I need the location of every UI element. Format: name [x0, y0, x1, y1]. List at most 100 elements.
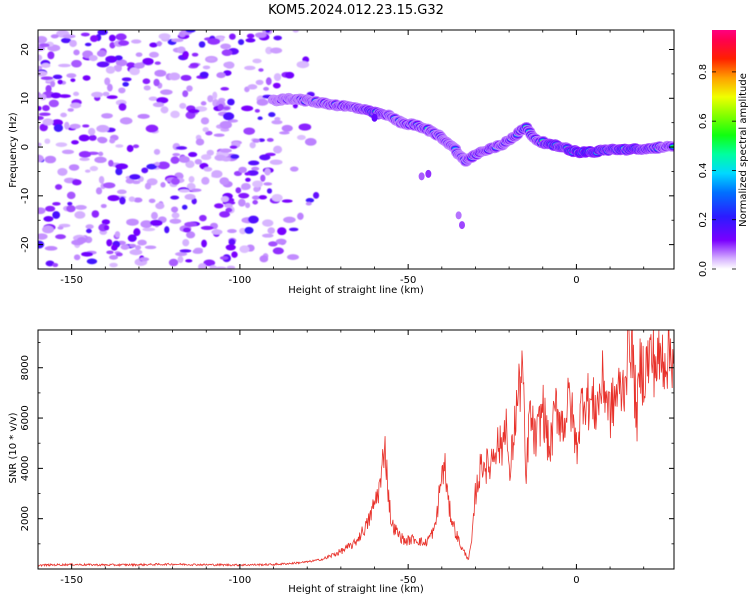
noise-blob: [153, 78, 160, 87]
noise-blob: [81, 251, 94, 257]
faint-feature: [371, 113, 378, 122]
faint-feature: [425, 169, 432, 178]
noise-blob: [258, 195, 268, 200]
noise-blob: [101, 113, 113, 119]
noise-blob: [52, 202, 61, 206]
noise-blob: [247, 215, 259, 224]
noise-blob: [191, 52, 199, 57]
colorbar-tick-label: 0.0: [698, 261, 709, 277]
noise-blob: [191, 188, 202, 192]
noise-blob: [219, 211, 231, 218]
noise-blob: [272, 247, 284, 255]
noise-blob: [114, 231, 121, 238]
noise-blob: [172, 152, 181, 157]
x-tick-label: 0: [573, 275, 579, 286]
noise-blob: [52, 211, 61, 219]
noise-blob: [44, 155, 57, 164]
noise-blob: [82, 75, 91, 81]
noise-blob: [185, 30, 196, 33]
noise-blob: [67, 108, 74, 112]
x-tick-label: -100: [229, 575, 252, 586]
y-tick-label: -10: [20, 188, 31, 204]
heatmap-y-axis-label: Frequency (Hz): [8, 112, 19, 188]
noise-blob: [96, 124, 110, 133]
noise-blob: [249, 141, 256, 149]
noise-blob: [78, 151, 92, 158]
noise-blob: [292, 30, 299, 33]
noise-blob: [304, 137, 317, 146]
noise-blob: [230, 154, 240, 159]
noise-blob: [287, 254, 299, 260]
noise-blob: [263, 86, 270, 91]
noise-blob: [50, 80, 56, 88]
noise-blob: [182, 227, 191, 233]
snr-panel: -150 -100 -50 0 2000 4000 6000 8000 Height of …: [8, 329, 675, 595]
noise-blob: [185, 111, 196, 119]
noise-blob: [69, 123, 81, 129]
noise-blob: [53, 123, 64, 132]
noise-blob: [86, 258, 98, 265]
noise-blob: [156, 97, 169, 104]
noise-blob: [118, 87, 126, 94]
noise-blob: [266, 138, 274, 142]
noise-blob: [252, 138, 260, 143]
noise-blob: [126, 218, 139, 226]
noise-blob: [58, 63, 71, 68]
noise-blob: [252, 180, 263, 188]
noise-blob: [109, 42, 116, 49]
noise-blob: [119, 196, 126, 205]
noise-blob: [223, 112, 235, 121]
noise-blob: [106, 95, 118, 99]
noise-blob: [96, 136, 107, 143]
noise-blob: [108, 34, 116, 42]
noise-blob: [38, 154, 44, 163]
noise-blob: [252, 58, 262, 64]
noise-blob: [245, 177, 251, 182]
y-tick-label: 0: [20, 144, 31, 150]
noise-blob: [107, 83, 113, 92]
noise-blob: [153, 148, 161, 155]
noise-blob: [200, 225, 214, 230]
noise-blob: [202, 65, 211, 70]
noise-blob: [269, 47, 283, 54]
noise-blob: [38, 116, 44, 121]
noise-blob: [117, 40, 130, 46]
noise-blob: [305, 201, 312, 206]
noise-blob: [144, 245, 157, 250]
noise-blob: [73, 254, 81, 261]
y-tick-label: 8000: [20, 355, 31, 380]
heatmap-frame: [37, 29, 675, 270]
noise-blob: [207, 95, 214, 103]
noise-blob: [111, 244, 118, 251]
noise-blob: [84, 169, 91, 173]
noise-blob: [235, 187, 242, 194]
noise-blob: [244, 65, 256, 71]
noise-blob: [45, 205, 56, 212]
heatmap-y-ticks: -20 -10 0 10 20: [20, 43, 674, 270]
noise-blob: [243, 127, 255, 135]
snr-x-ticks: -150 -100 -50 0: [37, 330, 645, 586]
noise-blob: [191, 197, 197, 205]
snr-y-axis-label: SNR (10 * v/v): [8, 412, 19, 483]
y-tick-label: 2000: [20, 506, 31, 531]
noise-blob: [71, 140, 79, 145]
noise-blob: [94, 156, 107, 164]
noise-blob: [219, 120, 232, 129]
noise-blob: [170, 156, 180, 164]
noise-blob: [62, 34, 76, 39]
noise-blob: [189, 62, 200, 68]
noise-blob: [74, 211, 86, 219]
noise-blob: [104, 77, 111, 86]
noise-blob: [273, 145, 283, 154]
noise-blob: [108, 159, 114, 167]
noise-blob: [202, 127, 209, 133]
noise-blob: [219, 148, 232, 153]
noise-blob: [288, 227, 299, 232]
noise-blob: [175, 251, 188, 257]
noise-blob: [182, 90, 189, 98]
noise-blob: [265, 30, 271, 33]
noise-blob: [216, 72, 226, 79]
noise-blob: [55, 184, 63, 190]
noise-blob: [179, 102, 187, 109]
noise-blob: [44, 246, 58, 251]
